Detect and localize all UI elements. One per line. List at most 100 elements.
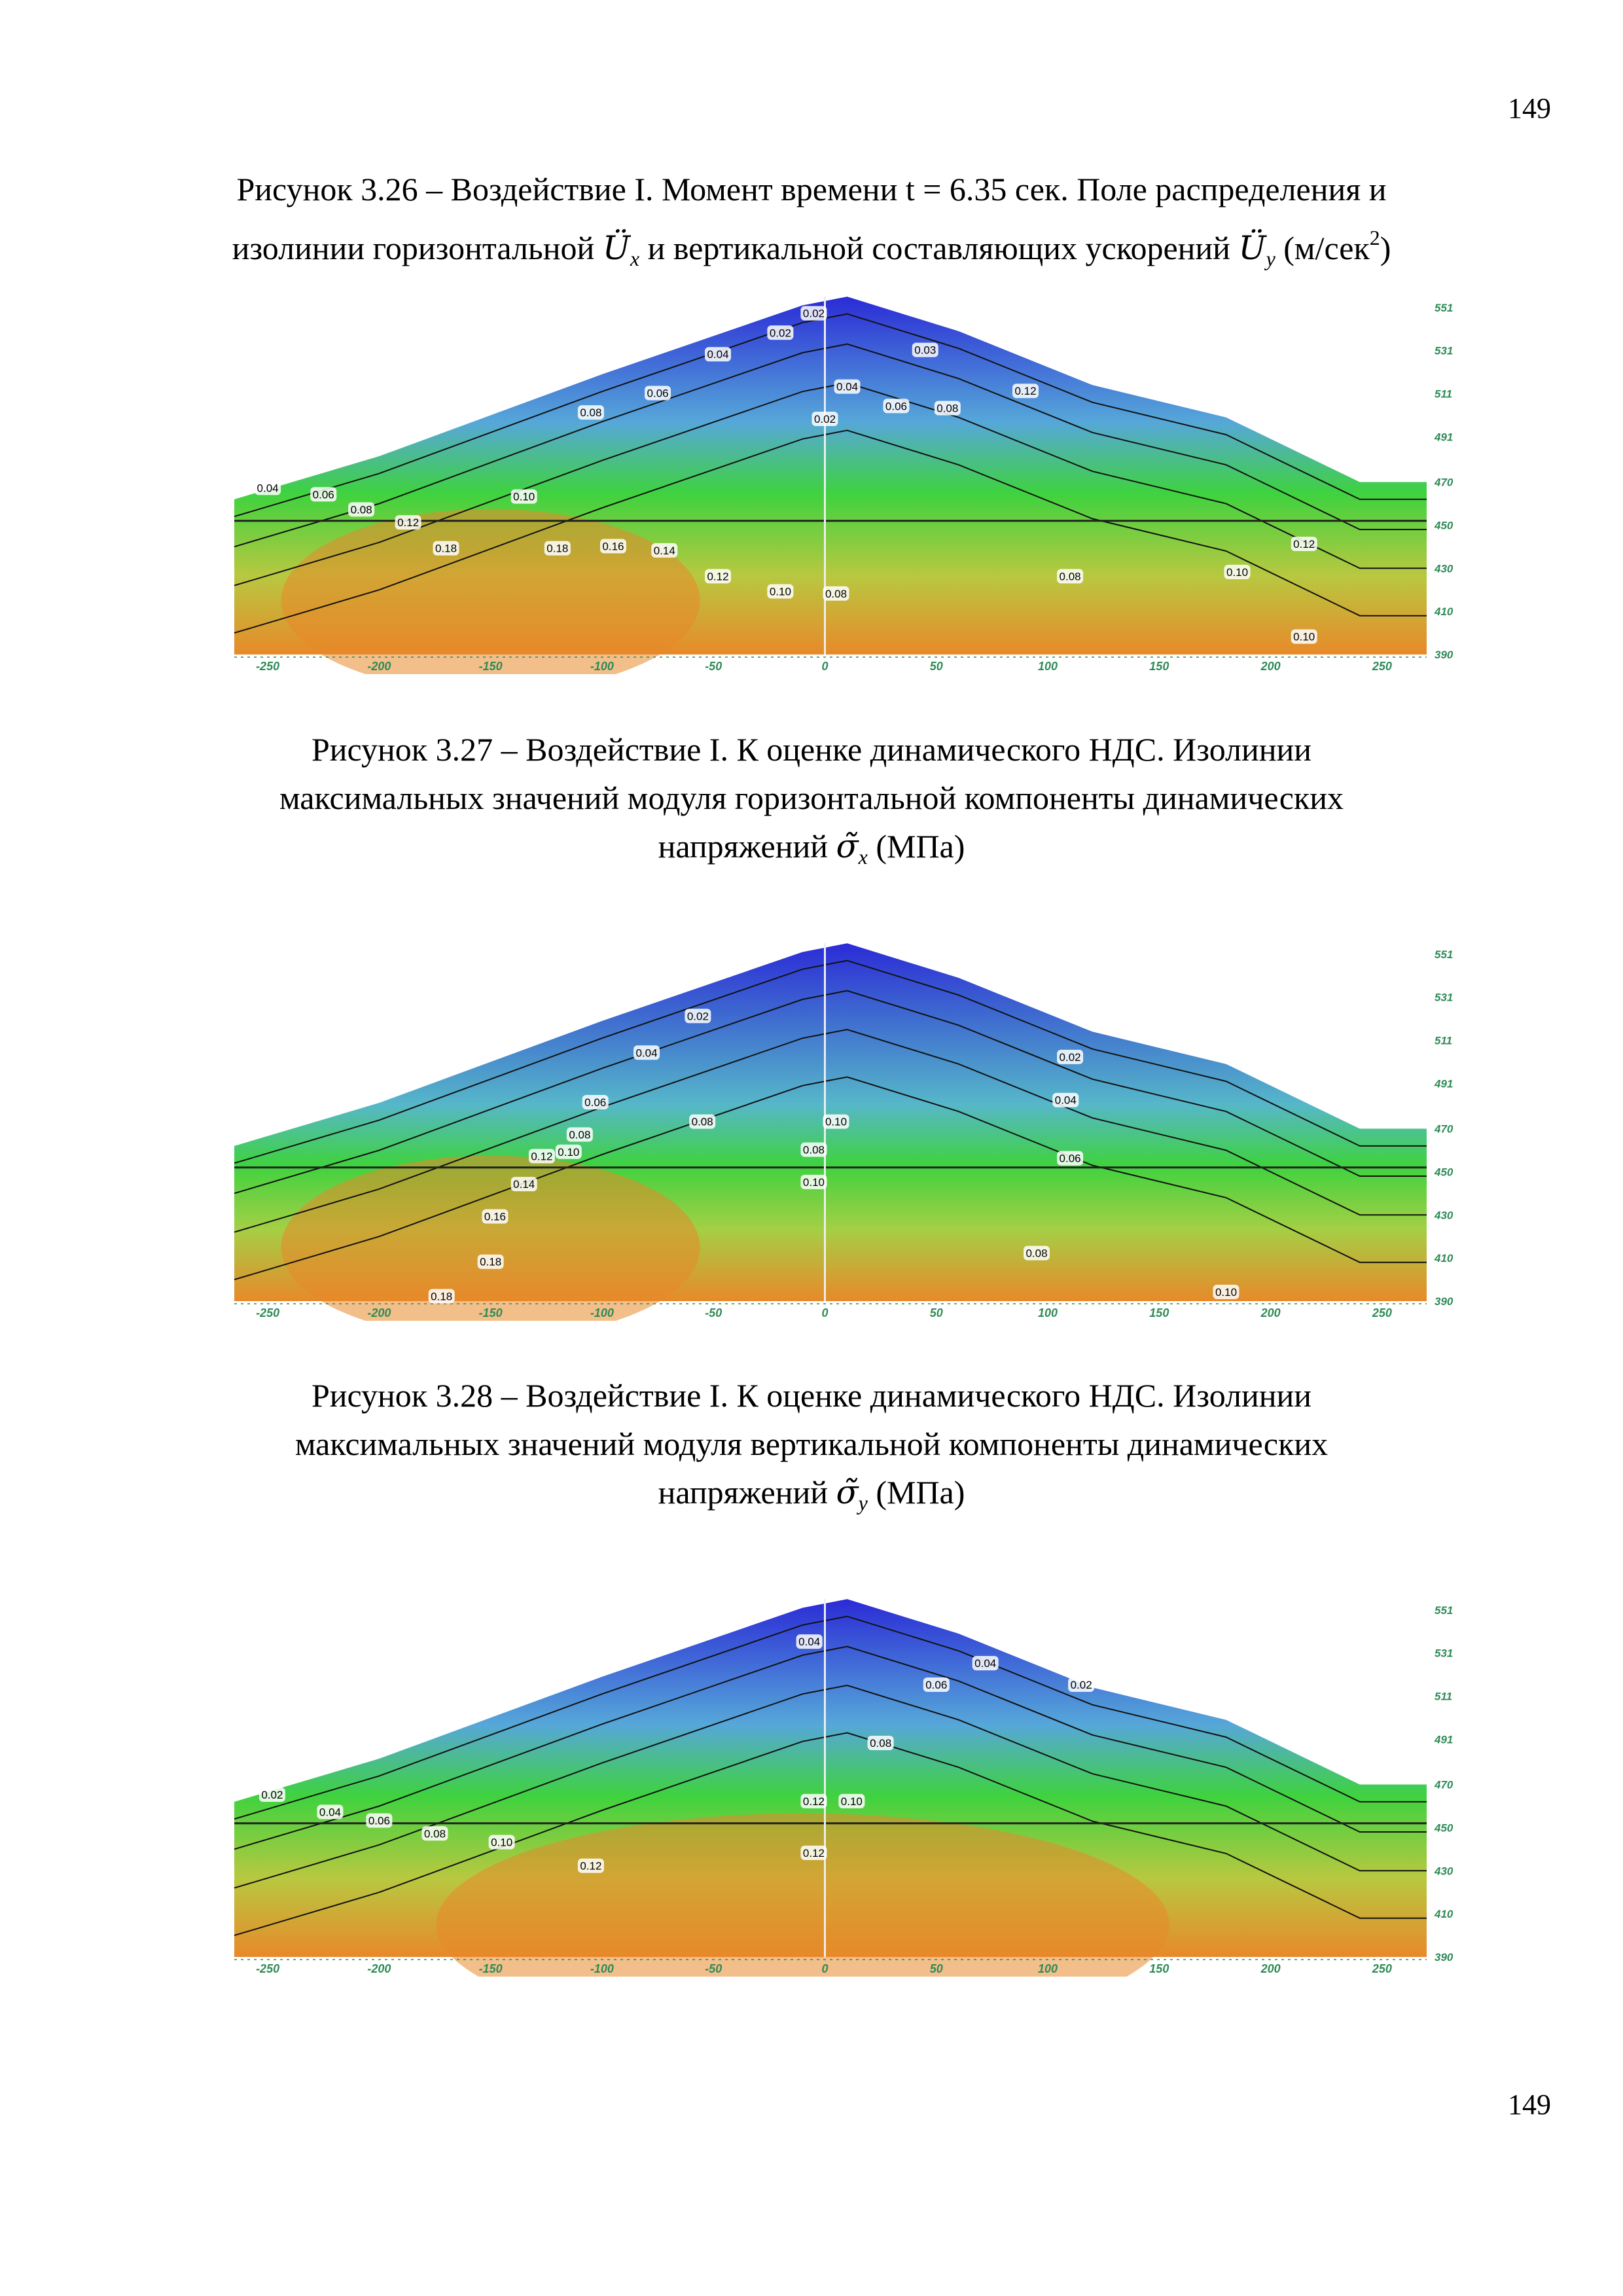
contour-value-label: 0.18 — [433, 541, 459, 556]
x-tick-label: -150 — [479, 660, 503, 673]
contour-label-text: 0.10 — [1215, 1286, 1237, 1299]
y-tick-label: 430 — [1434, 1865, 1453, 1877]
contour-label-text: 0.06 — [1060, 1153, 1081, 1165]
high-value-zone — [436, 1813, 1169, 1977]
caption-text: (МПа) — [876, 1474, 965, 1511]
contour-value-label: 0.12 — [395, 515, 421, 530]
x-tick-label: -150 — [479, 1962, 503, 1975]
contour-label-bg — [488, 1835, 515, 1850]
contour-label-bg — [555, 1144, 582, 1159]
contour-value-label: 0.04 — [317, 1804, 344, 1820]
contour-value-label: 0.08 — [800, 1142, 827, 1157]
contour-label-text: 0.04 — [798, 1636, 820, 1648]
x-tick-label: 50 — [930, 660, 943, 673]
x-tick-label: -250 — [256, 660, 279, 673]
contour-value-label: 0.08 — [421, 1826, 448, 1841]
caption-line: Рисунок 3.26 – Воздействие I. Момент вре… — [236, 171, 1387, 207]
contour-value-label: 0.18 — [428, 1289, 455, 1304]
contour-label-text: 0.14 — [513, 1178, 535, 1191]
y-tick-label: 470 — [1434, 1123, 1453, 1136]
y-tick-label: 531 — [1435, 1647, 1453, 1660]
x-tick-label: -200 — [367, 660, 391, 673]
contour-value-label: 0.10 — [555, 1144, 582, 1159]
contour-label-text: 0.04 — [1055, 1094, 1077, 1107]
x-tick-label: 250 — [1372, 660, 1392, 673]
x-tick-label: -100 — [590, 660, 614, 673]
contour-label-text: 0.16 — [484, 1211, 506, 1223]
contour-label-bg — [433, 541, 459, 556]
contour-label-text: 0.02 — [1071, 1679, 1092, 1691]
y-tick-label: 531 — [1435, 345, 1453, 357]
contour-label-text: 0.06 — [647, 387, 669, 399]
contour-value-label: 0.04 — [705, 347, 732, 362]
contour-label-text: 0.12 — [803, 1847, 825, 1859]
caption-line: максимальных значений модуля вертикально… — [294, 1426, 1329, 1462]
contour-label-bg — [577, 405, 604, 420]
contour-label-bg — [477, 1254, 504, 1269]
contour-label-bg — [800, 1845, 827, 1860]
contour-value-label: 0.10 — [1213, 1284, 1240, 1299]
contour-label-bg — [1052, 1092, 1079, 1107]
x-tick-label: -50 — [705, 1962, 722, 1975]
x-tick-label: -250 — [256, 1306, 279, 1319]
contour-value-label: 0.02 — [1068, 1677, 1095, 1693]
caption-line: Рисунок 3.28 – Воздействие I. К оценке д… — [311, 1377, 1312, 1414]
contour-label-bg — [685, 1009, 711, 1024]
contour-value-label: 0.06 — [923, 1677, 950, 1693]
y-tick-label: 390 — [1435, 1295, 1453, 1308]
contour-line — [234, 960, 1427, 1164]
x-tick-label: 50 — [930, 1306, 943, 1319]
contour-label-bg — [255, 480, 281, 495]
x-tick-label: -100 — [590, 1306, 614, 1319]
contour-label-text: 0.18 — [435, 543, 457, 555]
x-tick-label: -50 — [705, 1306, 722, 1319]
contour-value-label: 0.08 — [348, 502, 375, 517]
contour-label-bg — [767, 325, 794, 340]
x-tick-label: 0 — [821, 660, 828, 673]
contour-label-text: 0.02 — [770, 327, 791, 339]
contour-label-text: 0.04 — [836, 381, 858, 393]
contour-label-text: 0.10 — [825, 1116, 847, 1128]
accel-x-subscript: x — [630, 247, 640, 270]
contour-line — [234, 1076, 1427, 1281]
contour-label-text: 0.10 — [491, 1836, 512, 1848]
x-tick-label: 150 — [1149, 660, 1169, 673]
contour-value-label: 0.12 — [528, 1149, 555, 1164]
contour-value-label: 0.04 — [1052, 1092, 1079, 1107]
contour-label-bg — [482, 1209, 508, 1224]
unit-text: ) — [1380, 230, 1391, 266]
caption-text: напряжений — [658, 1474, 828, 1511]
contour-value-label: 0.06 — [310, 487, 337, 502]
contour-value-label: 0.10 — [1291, 629, 1317, 644]
contour-label-text: 0.10 — [513, 491, 535, 503]
contour-value-label: 0.16 — [599, 539, 626, 554]
contour-value-label: 0.08 — [1057, 569, 1084, 584]
stress-symbol: σ̃ — [836, 1473, 859, 1511]
contour-value-label: 0.02 — [685, 1009, 711, 1024]
contour-label-bg — [1057, 1151, 1084, 1166]
contour-label-text: 0.04 — [257, 482, 279, 494]
contour-label-text: 0.10 — [1226, 566, 1248, 579]
contour-value-label: 0.10 — [838, 1793, 865, 1808]
contour-label-bg — [599, 539, 626, 554]
y-tick-label: 450 — [1434, 1166, 1453, 1178]
contour-label-text: 0.04 — [707, 348, 728, 361]
contour-label-bg — [310, 487, 337, 502]
contour-value-label: 0.08 — [934, 401, 961, 416]
contour-label-bg — [1291, 537, 1317, 552]
y-tick-label: 410 — [1434, 605, 1453, 618]
contour-label-bg — [645, 386, 671, 401]
caption-text: напряжений — [658, 828, 828, 865]
contour-label-text: 0.08 — [1060, 570, 1081, 583]
caption-text: и вертикальной составляющих ускорений — [647, 230, 1230, 266]
contour-label-bg — [1012, 384, 1039, 399]
contour-label-bg — [705, 569, 732, 584]
contour-label-text: 0.02 — [814, 413, 836, 425]
contour-label-text: 0.08 — [870, 1737, 891, 1749]
x-tick-label: 150 — [1149, 1962, 1169, 1975]
contour-value-label: 0.12 — [705, 569, 732, 584]
contour-label-text: 0.03 — [914, 344, 936, 357]
contour-value-label: 0.08 — [689, 1114, 716, 1129]
contour-value-label: 0.10 — [800, 1174, 827, 1189]
contour-value-label: 0.04 — [834, 379, 861, 394]
